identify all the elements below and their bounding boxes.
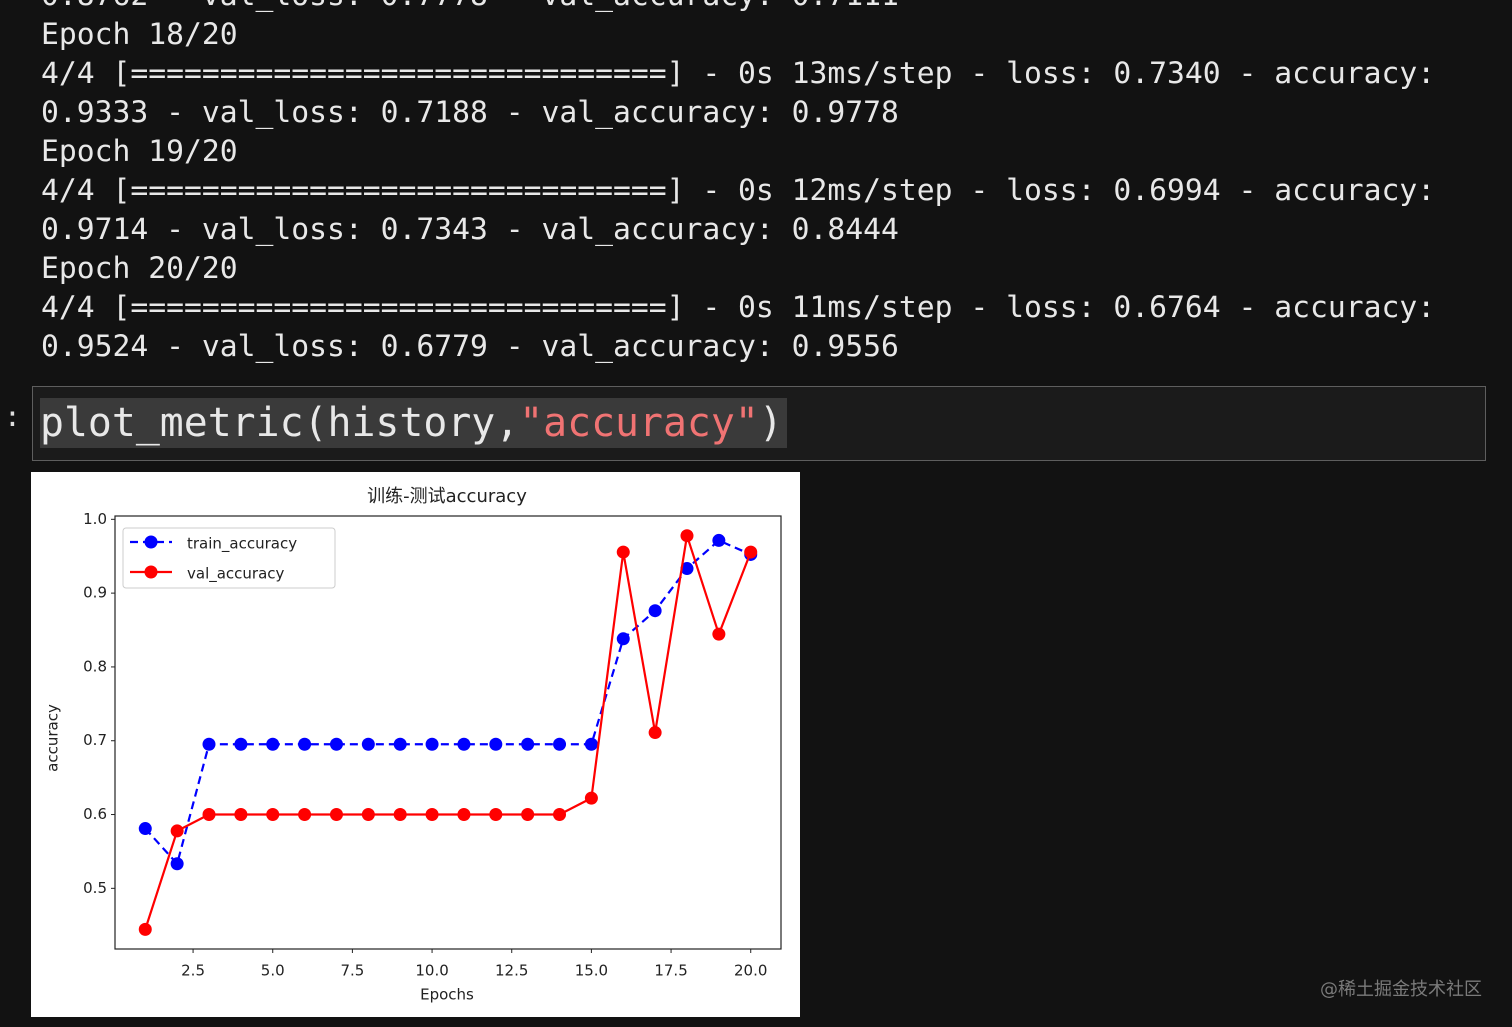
data-point [266,808,280,822]
data-point [329,808,343,822]
data-point [425,808,439,822]
y-axis-label: accuracy [44,704,62,772]
data-point [138,922,152,936]
output-line: 0.9524 - val_loss: 0.6779 - val_accuracy… [41,329,899,364]
data-point [234,737,248,751]
data-point [393,808,407,822]
data-point [138,822,152,836]
legend-marker [144,565,158,579]
data-point [553,737,567,751]
watermark: @稀土掘金技术社区 [1320,979,1482,1000]
x-tick-label: 10.0 [415,962,448,980]
x-tick-label: 2.5 [181,962,205,980]
data-point [202,737,216,751]
data-point [648,726,662,740]
x-tick-label: 20.0 [734,962,767,980]
x-tick-label: 5.0 [261,962,285,980]
y-tick-label: 0.8 [83,657,107,675]
legend-box [122,527,336,589]
code-token: plot_metric(history, [40,400,520,446]
chart: 训练-测试accuracy Epochs accuracy 0.5 0.6 0.7 0… [31,472,800,1017]
data-point [648,604,662,618]
y-tick-label: 0.6 [83,805,107,823]
y-tick-label: 0.7 [83,731,107,749]
output-line: 4/4 [==============================] - 0… [41,56,1436,91]
output-line: Epoch 19/20 [41,134,238,169]
data-point [489,808,503,822]
data-point [584,791,598,805]
legend-label: train_accuracy [187,535,297,554]
data-point [521,737,535,751]
data-point [489,737,503,751]
data-point [202,808,216,822]
x-tick-label: 12.5 [495,962,528,980]
data-point [170,824,184,838]
data-point [234,808,248,822]
output-line: 0.9714 - val_loss: 0.7343 - val_accuracy… [41,212,899,247]
chart-title: 训练-测试accuracy [367,486,527,507]
data-point [584,737,598,751]
data-point [680,529,694,543]
data-point [616,632,630,646]
output-line: 4/4 [==============================] - 0… [41,290,1436,325]
data-point [457,808,471,822]
x-tick-label: 7.5 [340,962,364,980]
data-point [457,737,471,751]
data-point [329,737,343,751]
code-input[interactable]: plot_metric(history,"accuracy") [40,398,787,448]
data-point [616,545,630,559]
cell-prompt: : [4,400,21,433]
data-point [712,533,726,547]
plot-frame [114,515,782,950]
data-point [680,562,694,576]
data-point [298,808,312,822]
data-point [361,808,375,822]
output-line: Epoch 18/20 [41,17,238,52]
data-point [425,737,439,751]
x-tick-label: 17.5 [654,962,687,980]
data-point [361,737,375,751]
output-line: 4/4 [==============================] - 0… [41,173,1436,208]
legend-label: val_accuracy [187,565,285,584]
y-tick-label: 0.9 [83,584,107,602]
data-point [521,808,535,822]
code-token: ) [758,400,783,446]
code-string: "accuracy" [519,400,759,446]
data-point [553,808,567,822]
data-point [298,737,312,751]
x-axis-label: Epochs [420,986,474,1004]
output-line: Epoch 20/20 [41,251,238,286]
output-line: 0.8762 - val_loss: 0.7778 - val_accuracy… [41,0,899,15]
data-point [170,857,184,871]
x-tick-label: 15.0 [575,962,608,980]
data-point [393,737,407,751]
legend-marker [144,535,158,549]
data-point [712,627,726,641]
y-tick-label: 1.0 [83,510,107,528]
data-point [266,737,280,751]
y-tick-label: 0.5 [83,879,107,897]
output-line: 0.9333 - val_loss: 0.7188 - val_accuracy… [41,95,899,130]
data-point [744,545,758,559]
